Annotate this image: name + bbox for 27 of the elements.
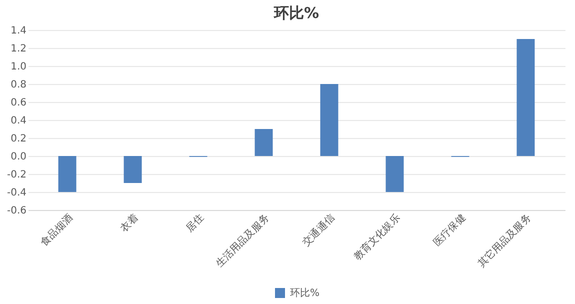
x-tick-label: 医疗保健: [431, 212, 468, 249]
y-tick-label: 0.2: [10, 134, 26, 144]
y-tick-label: 1.4: [10, 26, 26, 36]
x-tick-label: 其它用品及服务: [476, 212, 534, 270]
y-tick-label: 1.0: [10, 62, 26, 72]
y-tick-label: -0.6: [6, 206, 26, 216]
x-tick-label: 衣着: [118, 212, 141, 234]
y-tick-label: 1.2: [10, 44, 26, 54]
x-tick-label: 交通通信: [300, 212, 338, 249]
bar: [320, 84, 338, 156]
bar: [386, 156, 404, 192]
y-tick-label: 0.4: [10, 116, 26, 126]
y-tick-label: -0.4: [6, 188, 26, 198]
bar: [516, 39, 535, 156]
y-tick-label: 0.8: [10, 80, 26, 90]
bar: [58, 156, 76, 192]
x-tick-label: 教育文化娱乐: [352, 212, 403, 263]
x-tick-label: 居住: [184, 212, 206, 234]
chart-title: 环比%: [272, 4, 320, 22]
x-tick-label: 食品烟酒: [38, 212, 76, 249]
bar: [254, 129, 273, 156]
y-tick-label: 0.0: [10, 152, 26, 162]
bar: [124, 156, 142, 183]
y-tick-label: 0.6: [10, 98, 26, 108]
y-tick-label: -0.2: [6, 170, 26, 180]
x-tick-label: 生活用品及服务: [214, 212, 272, 270]
legend-label: 环比%: [290, 287, 320, 299]
